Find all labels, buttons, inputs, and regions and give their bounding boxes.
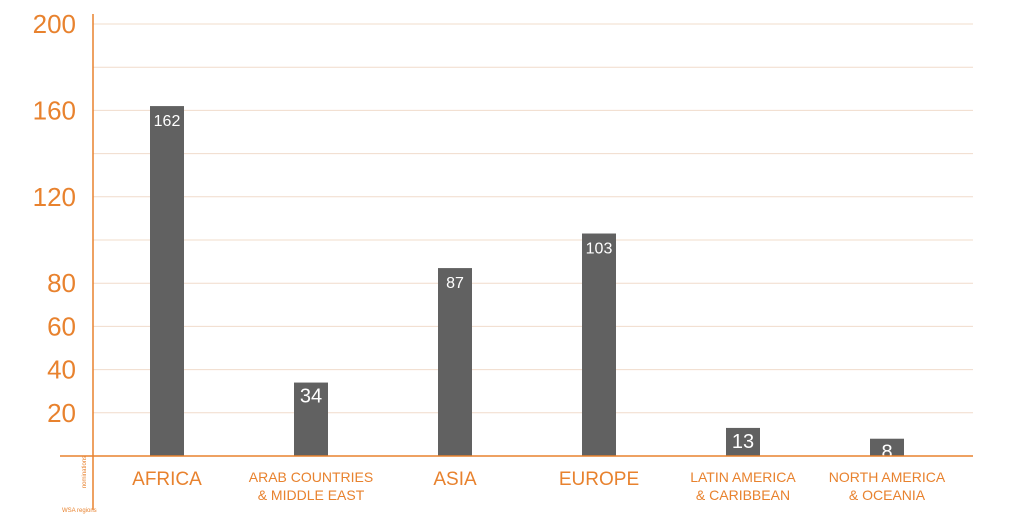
y-axis-title: nominations	[82, 456, 88, 488]
y-tick-label: 80	[47, 268, 76, 298]
x-tick-label: EUROPE	[559, 469, 639, 490]
bar-value-label: 162	[154, 113, 181, 130]
bar-value-label: 103	[586, 241, 613, 258]
x-tick-labels: AFRICA ARAB COUNTRIES & MIDDLE EAST ASIA EUR…	[132, 469, 946, 503]
y-tick-label: 200	[33, 9, 76, 39]
bar	[582, 233, 616, 456]
axes	[60, 14, 973, 510]
bar	[726, 427, 760, 456]
bar-value-label: 13	[732, 431, 754, 453]
bars: 162 34 87 103 13 8	[150, 106, 904, 464]
y-tick-labels: 20 40 60 80 120 160 200	[33, 9, 76, 428]
bar	[294, 382, 328, 456]
y-tick-label: 60	[47, 311, 76, 341]
y-tick-label: 20	[47, 398, 76, 428]
bar	[150, 106, 184, 456]
bar-value-label: 34	[300, 386, 322, 408]
x-tick-label: NORTH AMERICA & OCEANIA	[829, 469, 946, 503]
bar	[438, 268, 472, 456]
x-tick-label: ASIA	[433, 469, 477, 490]
bar	[870, 438, 904, 456]
y-tick-label: 160	[33, 95, 76, 125]
x-axis-title: WSA regions	[62, 508, 97, 514]
y-tick-label: 40	[47, 355, 76, 385]
bar-value-label: 8	[881, 442, 892, 464]
x-tick-label: AFRICA	[132, 469, 202, 490]
bar-value-label: 87	[446, 275, 464, 292]
x-tick-label: LATIN AMERICA & CARIBBEAN	[690, 469, 796, 503]
y-tick-label: 120	[33, 182, 76, 212]
x-tick-label: ARAB COUNTRIES & MIDDLE EAST	[249, 469, 373, 503]
gridlines	[93, 23, 973, 414]
